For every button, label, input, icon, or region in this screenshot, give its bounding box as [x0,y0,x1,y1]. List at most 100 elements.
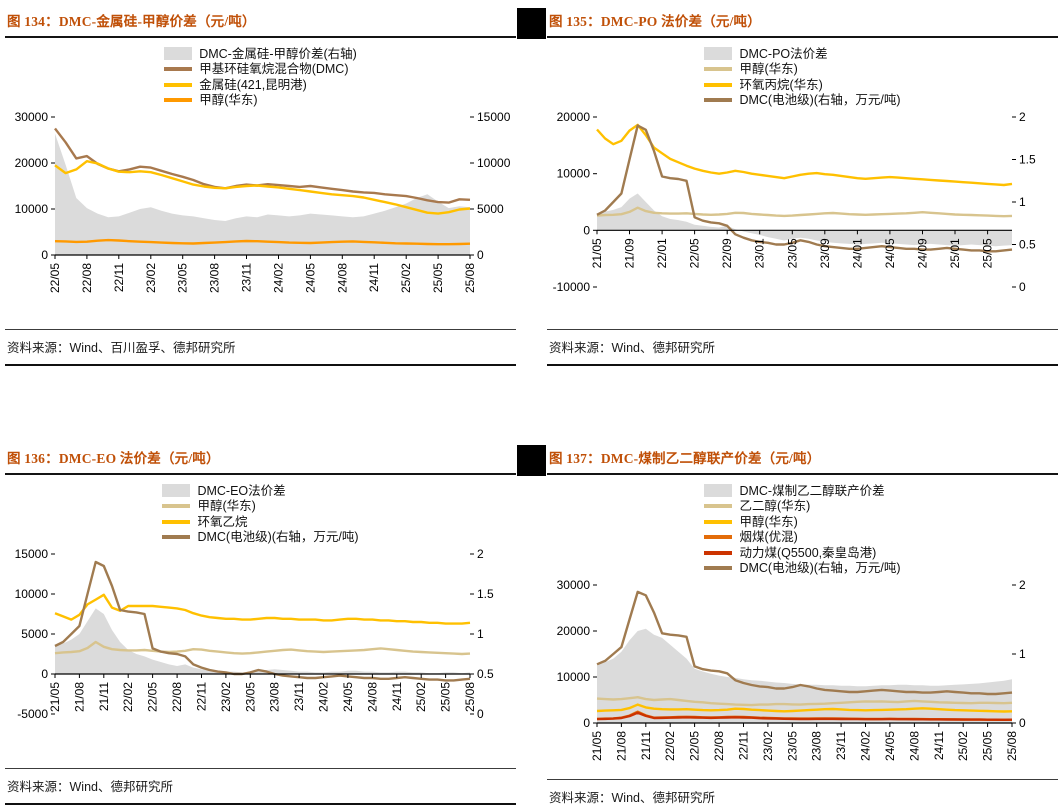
legend-label: DMC-煤制乙二醇联产价差 [739,483,885,498]
svg-text:10000: 10000 [15,587,49,601]
svg-text:5000: 5000 [21,627,48,641]
legend-area-swatch [704,484,733,497]
legend-item: 烟煤(优混) [704,530,900,544]
svg-text:23/11: 23/11 [240,262,254,291]
legend-item: DMC(电池级)(右轴，万元/吨) [704,561,901,575]
svg-text:22/01: 22/01 [655,237,669,267]
svg-text:23/05: 23/05 [785,237,799,267]
svg-text:24/08: 24/08 [365,681,379,711]
svg-text:0.5: 0.5 [1019,237,1036,251]
svg-text:21/11: 21/11 [97,681,111,710]
svg-text:-10000: -10000 [553,280,591,294]
svg-text:0: 0 [477,248,484,262]
figure-137-title: 图 137：DMC-煤制乙二醇联产价差（元/吨） [547,445,1058,475]
legend-label: 环氧丙烷(华东) [739,77,823,92]
figure-137-legend: DMC-煤制乙二醇联产价差 乙二醇(华东) 甲醇(华东) 烟煤(优混) 动力煤(Q550… [704,482,901,577]
svg-text:24/02: 24/02 [272,262,286,292]
legend-line-swatch [704,535,733,539]
figure-134-chart: DMC-金属硅-甲醇价差(右轴) 甲基环硅氧烷混合物(DMC) 金属硅(421,昆明… [5,38,516,329]
legend-item: 动力煤(Q5500,秦皇岛港) [704,546,900,560]
legend-item: DMC(电池级)(右轴，万元/吨) [704,93,901,107]
legend-area-swatch [164,47,193,60]
legend-line-swatch [704,82,733,87]
legend-label: DMC-EO法价差 [197,483,286,498]
svg-text:21/11: 21/11 [639,730,653,759]
svg-text:2: 2 [1019,578,1026,592]
svg-text:25/05: 25/05 [981,730,995,760]
legend-item: DMC-EO法价差 [162,484,358,498]
figure-136-source: 资料来源：Wind、德邦研究所 [5,768,516,805]
legend-line-swatch [162,535,191,539]
legend-label: 乙二醇(华东) [739,499,811,513]
svg-text:0: 0 [1019,280,1026,294]
figure-135-source: 资料来源：Wind、德邦研究所 [547,329,1058,366]
svg-text:24/01: 24/01 [850,237,864,267]
svg-text:0.5: 0.5 [477,667,494,681]
svg-text:24/05: 24/05 [341,681,355,711]
legend-label: 金属硅(421,昆明港) [199,77,307,92]
svg-text:23/11: 23/11 [292,681,306,710]
svg-text:21/05: 21/05 [590,730,604,760]
svg-text:0: 0 [1019,716,1026,730]
svg-text:21/05: 21/05 [590,237,604,267]
svg-text:1: 1 [1019,647,1026,661]
legend-line-swatch [704,504,733,508]
svg-text:23/05: 23/05 [243,681,257,711]
legend-item: 甲醇(华东) [704,515,900,529]
svg-text:1.5: 1.5 [477,587,494,601]
legend-label: 烟煤(优混) [739,530,798,544]
svg-text:23/08: 23/08 [810,730,824,760]
svg-text:24/08: 24/08 [335,262,349,292]
legend-label: DMC(电池级)(右轴，万元/吨) [739,93,901,107]
figure-135-chart: DMC-PO法价差 甲醇(华东) 环氧丙烷(华东) DMC(电池级)(右轴，万元/吨)… [547,38,1058,329]
svg-text:30000: 30000 [557,578,591,592]
svg-text:10000: 10000 [15,202,49,216]
svg-text:22/11: 22/11 [195,681,209,710]
svg-text:23/02: 23/02 [219,681,233,711]
figure-135-panel: 图 135：DMC-PO 法价差（元/吨） DMC-PO法价差 甲醇(华东) 环氧丙… [547,8,1058,366]
legend-item: 甲醇(华东) [704,62,900,76]
svg-text:1.5: 1.5 [1019,152,1036,166]
svg-text:2: 2 [477,547,484,561]
svg-text:23/05: 23/05 [176,262,190,292]
legend-label: 甲醇(华东) [199,93,258,107]
legend-item: 甲基环硅氧烷混合物(DMC) [164,62,357,76]
svg-text:1: 1 [477,627,484,641]
svg-text:0: 0 [583,223,590,237]
svg-text:0: 0 [583,716,590,730]
svg-text:23/11: 23/11 [834,730,848,759]
svg-text:0: 0 [41,248,48,262]
legend-line-swatch [162,519,191,524]
figure-137-chart: DMC-煤制乙二醇联产价差 乙二醇(华东) 甲醇(华东) 烟煤(优混) 动力煤(Q550… [547,475,1058,779]
svg-text:25/05: 25/05 [431,262,445,292]
svg-text:25/08: 25/08 [1005,730,1019,760]
legend-area-swatch [704,47,733,60]
legend-label: DMC(电池级)(右轴，万元/吨) [739,561,901,575]
svg-text:24/05: 24/05 [303,262,317,292]
svg-text:24/11: 24/11 [390,681,404,710]
svg-text:24/02: 24/02 [317,681,331,711]
legend-label: DMC-金属硅-甲醇价差(右轴) [199,46,357,61]
legend-label: 甲醇(华东) [739,62,798,76]
svg-text:24/08: 24/08 [907,730,921,760]
svg-text:22/08: 22/08 [712,730,726,760]
legend-line-swatch [704,519,733,524]
legend-line-swatch [164,67,193,71]
svg-text:22/08: 22/08 [170,681,184,711]
svg-text:24/05: 24/05 [883,730,897,760]
svg-text:0: 0 [477,707,484,721]
legend-line-swatch [704,67,733,71]
svg-text:22/09: 22/09 [720,237,734,267]
svg-text:2: 2 [1019,110,1026,124]
legend-item: DMC-煤制乙二醇联产价差 [704,484,900,498]
legend-line-swatch [704,566,733,570]
legend-line-swatch [164,82,193,87]
svg-text:21/08: 21/08 [614,730,628,760]
svg-text:20000: 20000 [557,624,591,638]
legend-line-swatch [704,98,733,102]
legend-label: DMC(电池级)(右轴，万元/吨) [197,530,359,544]
legend-line-swatch [162,504,191,508]
svg-text:25/08: 25/08 [463,681,477,711]
black-square-decoration [517,8,546,39]
svg-text:23/09: 23/09 [818,237,832,267]
